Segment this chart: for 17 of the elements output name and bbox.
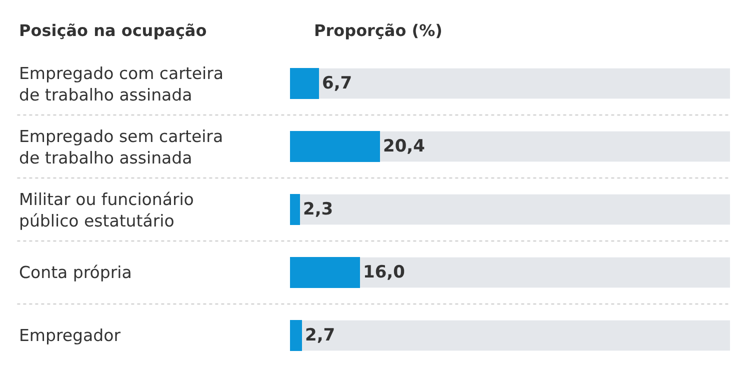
y-tick-label: Empregador — [19, 326, 121, 345]
data-label: 6,7 — [322, 74, 352, 94]
bar — [290, 320, 302, 351]
x-axis-title: Proporção (%) — [314, 21, 442, 40]
bar — [290, 131, 380, 162]
data-label: 16,0 — [363, 262, 406, 282]
data-label: 2,3 — [303, 200, 334, 220]
y-tick-label: Militar ou funcionário público estatutário — [19, 190, 194, 230]
data-label: 20,4 — [383, 136, 426, 156]
bar — [290, 194, 300, 225]
y-tick-label: Empregado sem carteira de trabalho assinada — [19, 127, 224, 168]
y-tick-label: Empregado com carteira de trabalho assinada — [19, 64, 224, 104]
y-tick-label: Conta própria — [19, 263, 132, 282]
y-axis-title: Posição na ocupação — [19, 21, 207, 40]
bar — [290, 68, 319, 99]
bar — [290, 257, 360, 288]
data-label: 2,7 — [305, 326, 336, 346]
